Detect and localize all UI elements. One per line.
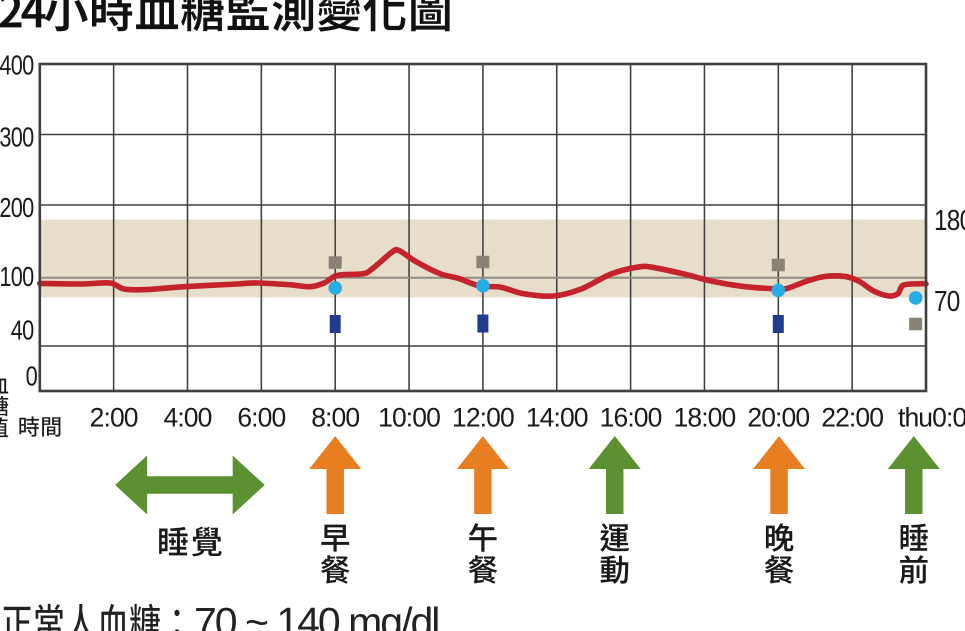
lunch-arrow-icon xyxy=(456,436,509,514)
marker-rect xyxy=(772,315,784,334)
sleep-annotation xyxy=(115,455,265,557)
y-tick-100: 100 xyxy=(0,263,34,293)
cyan-dot-markers xyxy=(328,279,923,305)
navy-rect-markers xyxy=(329,314,784,334)
x-tick-2:00: 2:00 xyxy=(90,403,138,433)
y-axis-tick-labels: 0 40 100 200 300 400 xyxy=(0,51,38,392)
sleep-label xyxy=(159,526,222,557)
y-tick-300: 300 xyxy=(0,123,34,153)
marker-square xyxy=(328,256,342,269)
glucose-curve xyxy=(37,246,929,299)
x-tick-6:00: 6:00 xyxy=(237,403,285,433)
marker-rect xyxy=(329,315,341,334)
y-tick-0: 0 xyxy=(26,362,37,392)
x-tick-10:00: 10:00 xyxy=(378,403,440,433)
marker-dot xyxy=(908,291,923,305)
x-tick-18:00: 18:00 xyxy=(674,403,736,433)
band-label-180: 180 xyxy=(934,204,965,236)
gray-square-markers xyxy=(328,255,923,331)
lunch-annotation xyxy=(456,436,509,584)
bedtime-annotation xyxy=(887,436,940,584)
x-tick-4:00: 4:00 xyxy=(164,403,212,433)
y-axis-label xyxy=(0,378,9,438)
bedtime-arrow-icon xyxy=(887,436,940,514)
note-cjk xyxy=(3,603,180,631)
x-tick-20:00: 20:00 xyxy=(747,403,809,433)
page-title xyxy=(0,0,450,32)
note-latin: 70 ~ 140 mg/dl xyxy=(194,599,438,631)
marker-dot xyxy=(476,279,490,293)
x-tick-12:00: 12:00 xyxy=(452,403,514,433)
lunch-label xyxy=(468,523,498,584)
marker-square xyxy=(476,255,490,269)
x-tick-14:00: 14:00 xyxy=(526,403,588,433)
x-axis-label xyxy=(19,416,61,437)
marker-dot xyxy=(771,283,786,298)
dinner-annotation xyxy=(753,436,806,584)
dinner-label xyxy=(764,523,794,584)
breakfast-label xyxy=(320,524,350,584)
y-tick-200: 200 xyxy=(0,194,34,224)
breakfast-arrow-icon xyxy=(309,436,362,514)
y-tick-400: 400 xyxy=(0,51,34,81)
x-tick-8:00: 8:00 xyxy=(311,403,359,433)
grid-lines xyxy=(39,64,926,391)
x-tick-22:00: 22:00 xyxy=(821,403,883,433)
y-tick-40: 40 xyxy=(11,316,34,346)
marker-dot xyxy=(328,281,343,295)
breakfast-annotation xyxy=(309,436,362,584)
marker-rect xyxy=(477,314,489,333)
normal-range-note: 70 ~ 140 mg/dl xyxy=(3,599,440,631)
exercise-label xyxy=(600,523,630,584)
dinner-arrow-icon xyxy=(753,436,806,514)
x-axis-tick-labels: 2:00 4:00 6:00 8:00 10:00 12:00 14:00 16:00 18:0… xyxy=(90,403,965,433)
exercise-annotation xyxy=(588,436,641,584)
x-tick-16:00: 16:00 xyxy=(600,403,662,433)
x-tick-thu0:00: thu0:00 xyxy=(898,403,965,433)
band-label-70: 70 xyxy=(934,285,960,317)
exercise-arrow-icon xyxy=(588,436,641,514)
bedtime-label xyxy=(899,523,928,584)
marker-square xyxy=(909,317,923,331)
sleep-double-arrow-icon xyxy=(115,455,265,515)
marker-square xyxy=(771,258,785,272)
plot-frame xyxy=(38,62,928,393)
